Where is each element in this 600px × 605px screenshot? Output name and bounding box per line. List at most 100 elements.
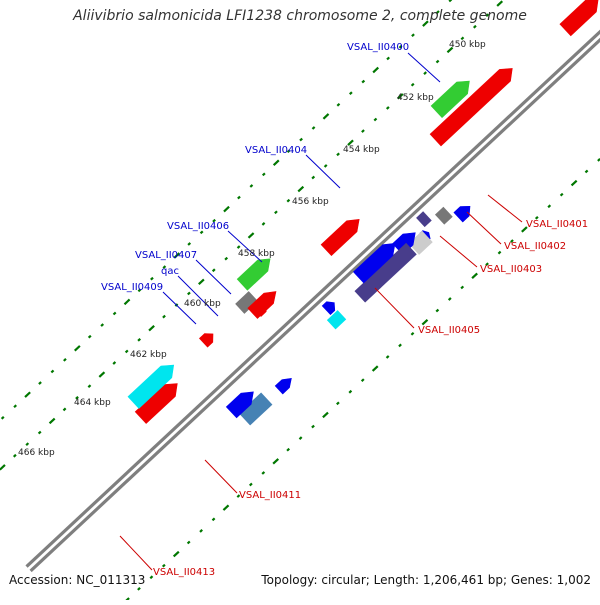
scale-label: 454 kbp [343, 145, 380, 155]
tick-mark [584, 169, 589, 174]
scale-label: 456 kbp [292, 197, 329, 207]
leader-line [466, 211, 502, 245]
tick-mark [13, 404, 17, 409]
gene-label-outer: VSAL_II0407 [135, 250, 197, 261]
tick-mark [162, 265, 167, 269]
tick-mark [237, 195, 241, 200]
gene-feature-steel [238, 392, 273, 426]
tick-mark [274, 210, 278, 215]
tick-mark [0, 464, 6, 471]
tick-mark [98, 371, 106, 378]
gene-label-inner: VSAL_II0401 [526, 219, 588, 230]
tick-mark [38, 381, 42, 385]
tick-mark [187, 242, 192, 246]
tick-mark [261, 222, 266, 226]
gene-label-outer: VSAL_II0406 [167, 221, 229, 232]
tick-mark [336, 401, 340, 406]
gene-feature-slate [354, 242, 417, 303]
gene-label-outer: VSAL_II0409 [101, 282, 163, 293]
tick-mark [298, 436, 303, 440]
tick-mark [222, 504, 230, 511]
leader-line [195, 259, 232, 295]
tick-mark [172, 550, 180, 558]
tick-mark [322, 411, 329, 419]
tick-mark [24, 391, 31, 398]
tick-mark [471, 272, 478, 280]
tick-mark [360, 378, 365, 382]
tick-mark [435, 59, 440, 64]
tick-mark [570, 179, 578, 187]
leader-line [119, 535, 153, 571]
tick-mark [497, 250, 502, 255]
gene-feature-red [429, 68, 513, 147]
tick-mark [186, 540, 191, 545]
tick-mark [249, 482, 253, 487]
tick-mark [199, 529, 203, 533]
label-leader-lines [119, 52, 523, 571]
leader-line [487, 194, 523, 223]
tick-mark [521, 226, 528, 233]
tick-mark [161, 563, 166, 568]
tick-mark [62, 407, 67, 412]
tick-mark [37, 430, 42, 435]
tick-mark [473, 24, 477, 29]
tick-mark [100, 323, 105, 327]
tick-mark [371, 365, 379, 372]
tick-mark [187, 291, 191, 296]
gene-feature-green [236, 258, 271, 291]
tick-mark [112, 361, 117, 365]
tick-mark [286, 149, 291, 153]
tick-mark [137, 587, 141, 591]
tick-row [0, 0, 453, 420]
gene-label-inner: VSAL_II0413 [153, 567, 215, 578]
scale-label: 458 kbp [238, 249, 275, 259]
tick-mark [149, 575, 154, 580]
tick-mark [137, 288, 142, 293]
tick-mark [261, 471, 266, 475]
tick-mark [212, 218, 216, 223]
tick-mark [336, 152, 340, 157]
tick-mark [224, 256, 229, 261]
tick-mark [347, 139, 354, 146]
labels: 450 kbp 452 kbp 454 kbp 456 kbp 458 kbp 460 k… [18, 40, 588, 578]
tick-mark [0, 415, 5, 420]
gene-label-inner: VSAL_II0403 [480, 264, 542, 275]
tick-mark [336, 102, 341, 107]
tick-mark [74, 345, 81, 352]
tick-mark [87, 334, 92, 339]
gene-label-inner: VSAL_II0405 [418, 325, 480, 336]
tick-mark [534, 216, 539, 220]
gene-feature-red [134, 383, 178, 424]
tick-mark [311, 424, 315, 429]
tick-mark [485, 262, 489, 267]
tick-mark [87, 384, 92, 389]
tick-mark [286, 198, 291, 203]
gene-feature-blue [274, 378, 292, 395]
tick-mark [423, 71, 427, 75]
leader-line [162, 291, 197, 325]
tick-mark [485, 13, 490, 17]
tick-mark [261, 172, 266, 177]
accession-text: Accession: NC_011313 [9, 573, 146, 587]
tick-mark [396, 93, 404, 100]
gene-label-outer: VSAL_II0400 [347, 42, 409, 53]
tick-mark [272, 159, 280, 166]
leader-line [305, 154, 341, 189]
tick-mark [448, 0, 453, 3]
gene-feature-red [320, 219, 360, 257]
tick-mark [348, 389, 353, 394]
tick-mark [547, 204, 552, 209]
leader-line [407, 52, 441, 83]
leader-line [204, 459, 238, 494]
tick-mark [436, 10, 440, 14]
tick-mark [323, 164, 328, 168]
tick-mark [496, 0, 504, 7]
gene-feature-gray [434, 206, 453, 225]
tick-mark [236, 494, 241, 498]
scale-label: 460 kbp [184, 299, 221, 309]
scale-label: 462 kbp [130, 350, 167, 360]
tick-mark [311, 175, 316, 180]
tick-mark [510, 239, 514, 243]
tick-mark [50, 369, 55, 374]
